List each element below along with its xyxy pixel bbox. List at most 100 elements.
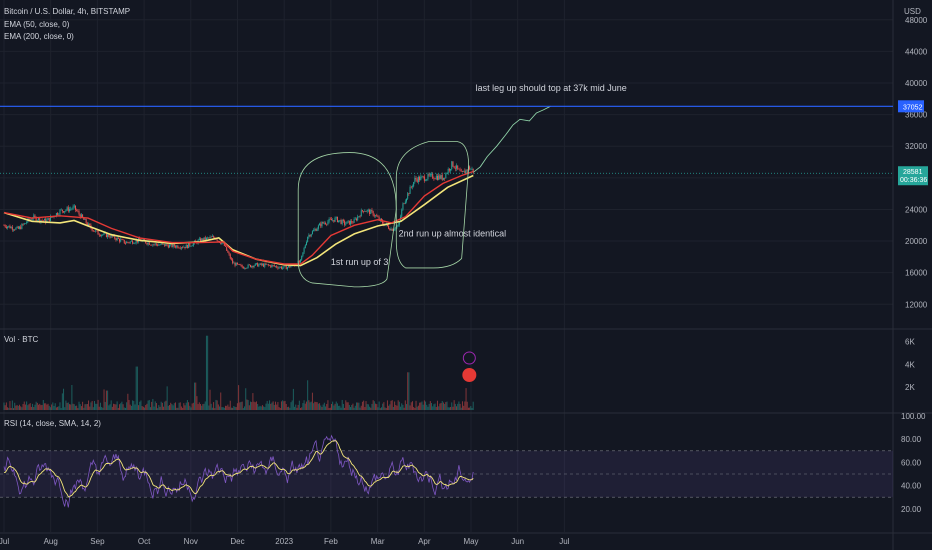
candle-body [183,246,185,248]
volume-bar [11,400,13,410]
ema200-legend[interactable]: EMA (200, close, 0) [4,32,74,41]
volume-bar [191,403,193,410]
volume-legend[interactable]: Vol · BTC [4,335,39,344]
candle-body [322,221,324,224]
ema50-line [3,170,474,265]
candle-body [448,169,450,171]
time-tick: Jul [0,537,9,546]
volume-bar [335,401,337,410]
volume-bar [152,398,154,410]
volume-bar [373,401,375,410]
candle-body [160,243,162,245]
candle-body [346,221,348,224]
volume-bar [145,405,147,410]
volume-bar [397,400,399,410]
candle-body [185,244,187,249]
volume-bar [340,407,342,410]
candle-body [325,223,327,225]
volume-bar [472,401,474,410]
volume-bar [21,407,23,410]
volume-bar [360,405,362,410]
volume-bar [301,407,303,410]
candle-body [305,241,307,246]
candle-body [22,224,24,225]
candle-body [404,201,406,204]
volume-bar [217,404,219,410]
volume-bar [461,401,463,410]
candle-body [60,209,62,211]
volume-bar [421,401,423,410]
volume-bar [276,404,278,410]
volume-bar [307,380,309,410]
volume-tick: 2K [905,383,915,392]
candle-body [244,268,246,269]
volume-bar [103,389,105,410]
candle-body [24,223,26,224]
volume-bar [80,406,82,410]
volume-bar [159,406,161,410]
candle-body [263,264,265,267]
volume-bar [426,404,428,410]
volume-bar [253,401,255,410]
candle-body [7,226,9,228]
volume-bar [410,402,412,410]
candle-body [82,214,84,218]
volume-bar [428,403,430,410]
candle-body [235,262,237,266]
candle-body [391,228,393,231]
currency-label[interactable]: USD [904,7,921,16]
target-price-tag [898,100,924,113]
volume-bar [151,401,153,410]
volume-bar [16,405,18,410]
candle-body [366,210,368,212]
ema50-legend[interactable]: EMA (50, close, 0) [4,20,70,29]
volume-bar [470,406,472,410]
volume-bar [220,392,222,410]
candle-body [332,220,334,221]
candle-body [397,224,399,227]
candle-body [42,220,44,222]
rsi-legend[interactable]: RSI (14, close, SMA, 14, 2) [4,419,101,428]
last-price-label: 28581 [903,169,923,176]
candle-body [109,236,111,238]
candle-body [276,266,278,268]
candle-body [426,179,428,181]
volume-bar [413,406,415,410]
annotations[interactable]: last leg up should top at 37k mid June 2n… [297,83,627,382]
candle-body [471,168,473,170]
volume-bar [85,404,87,410]
candle-body [388,225,390,229]
volume-bar [78,401,80,410]
candle-body [444,177,446,179]
candle-body [470,169,472,170]
volume-bar [283,401,285,410]
volume-bar [15,405,17,410]
candle-body [373,215,375,217]
volume-bar [298,400,300,410]
volume-bar [338,405,340,410]
price-pane[interactable] [0,105,893,271]
volume-bar [148,400,150,410]
candle-body [84,219,86,220]
candle-body [345,223,347,225]
volume-bar [456,406,458,410]
time-tick: Oct [138,537,151,546]
candle-body [238,264,240,265]
volume-bar [119,404,121,410]
volume-bar [242,408,244,410]
volume-bar [435,406,437,410]
volume-bar [464,401,466,410]
candle-body [360,210,362,217]
volume-bar [214,408,216,410]
candle-body [164,243,166,247]
candle-body [333,220,335,222]
candle-body [380,218,382,221]
candle-body [419,176,421,181]
candle-body [394,229,396,230]
candle-body [157,244,159,246]
candle-body [11,226,13,230]
candle-body [454,168,456,169]
volume-bar [107,390,109,410]
volume-bar [38,404,40,410]
